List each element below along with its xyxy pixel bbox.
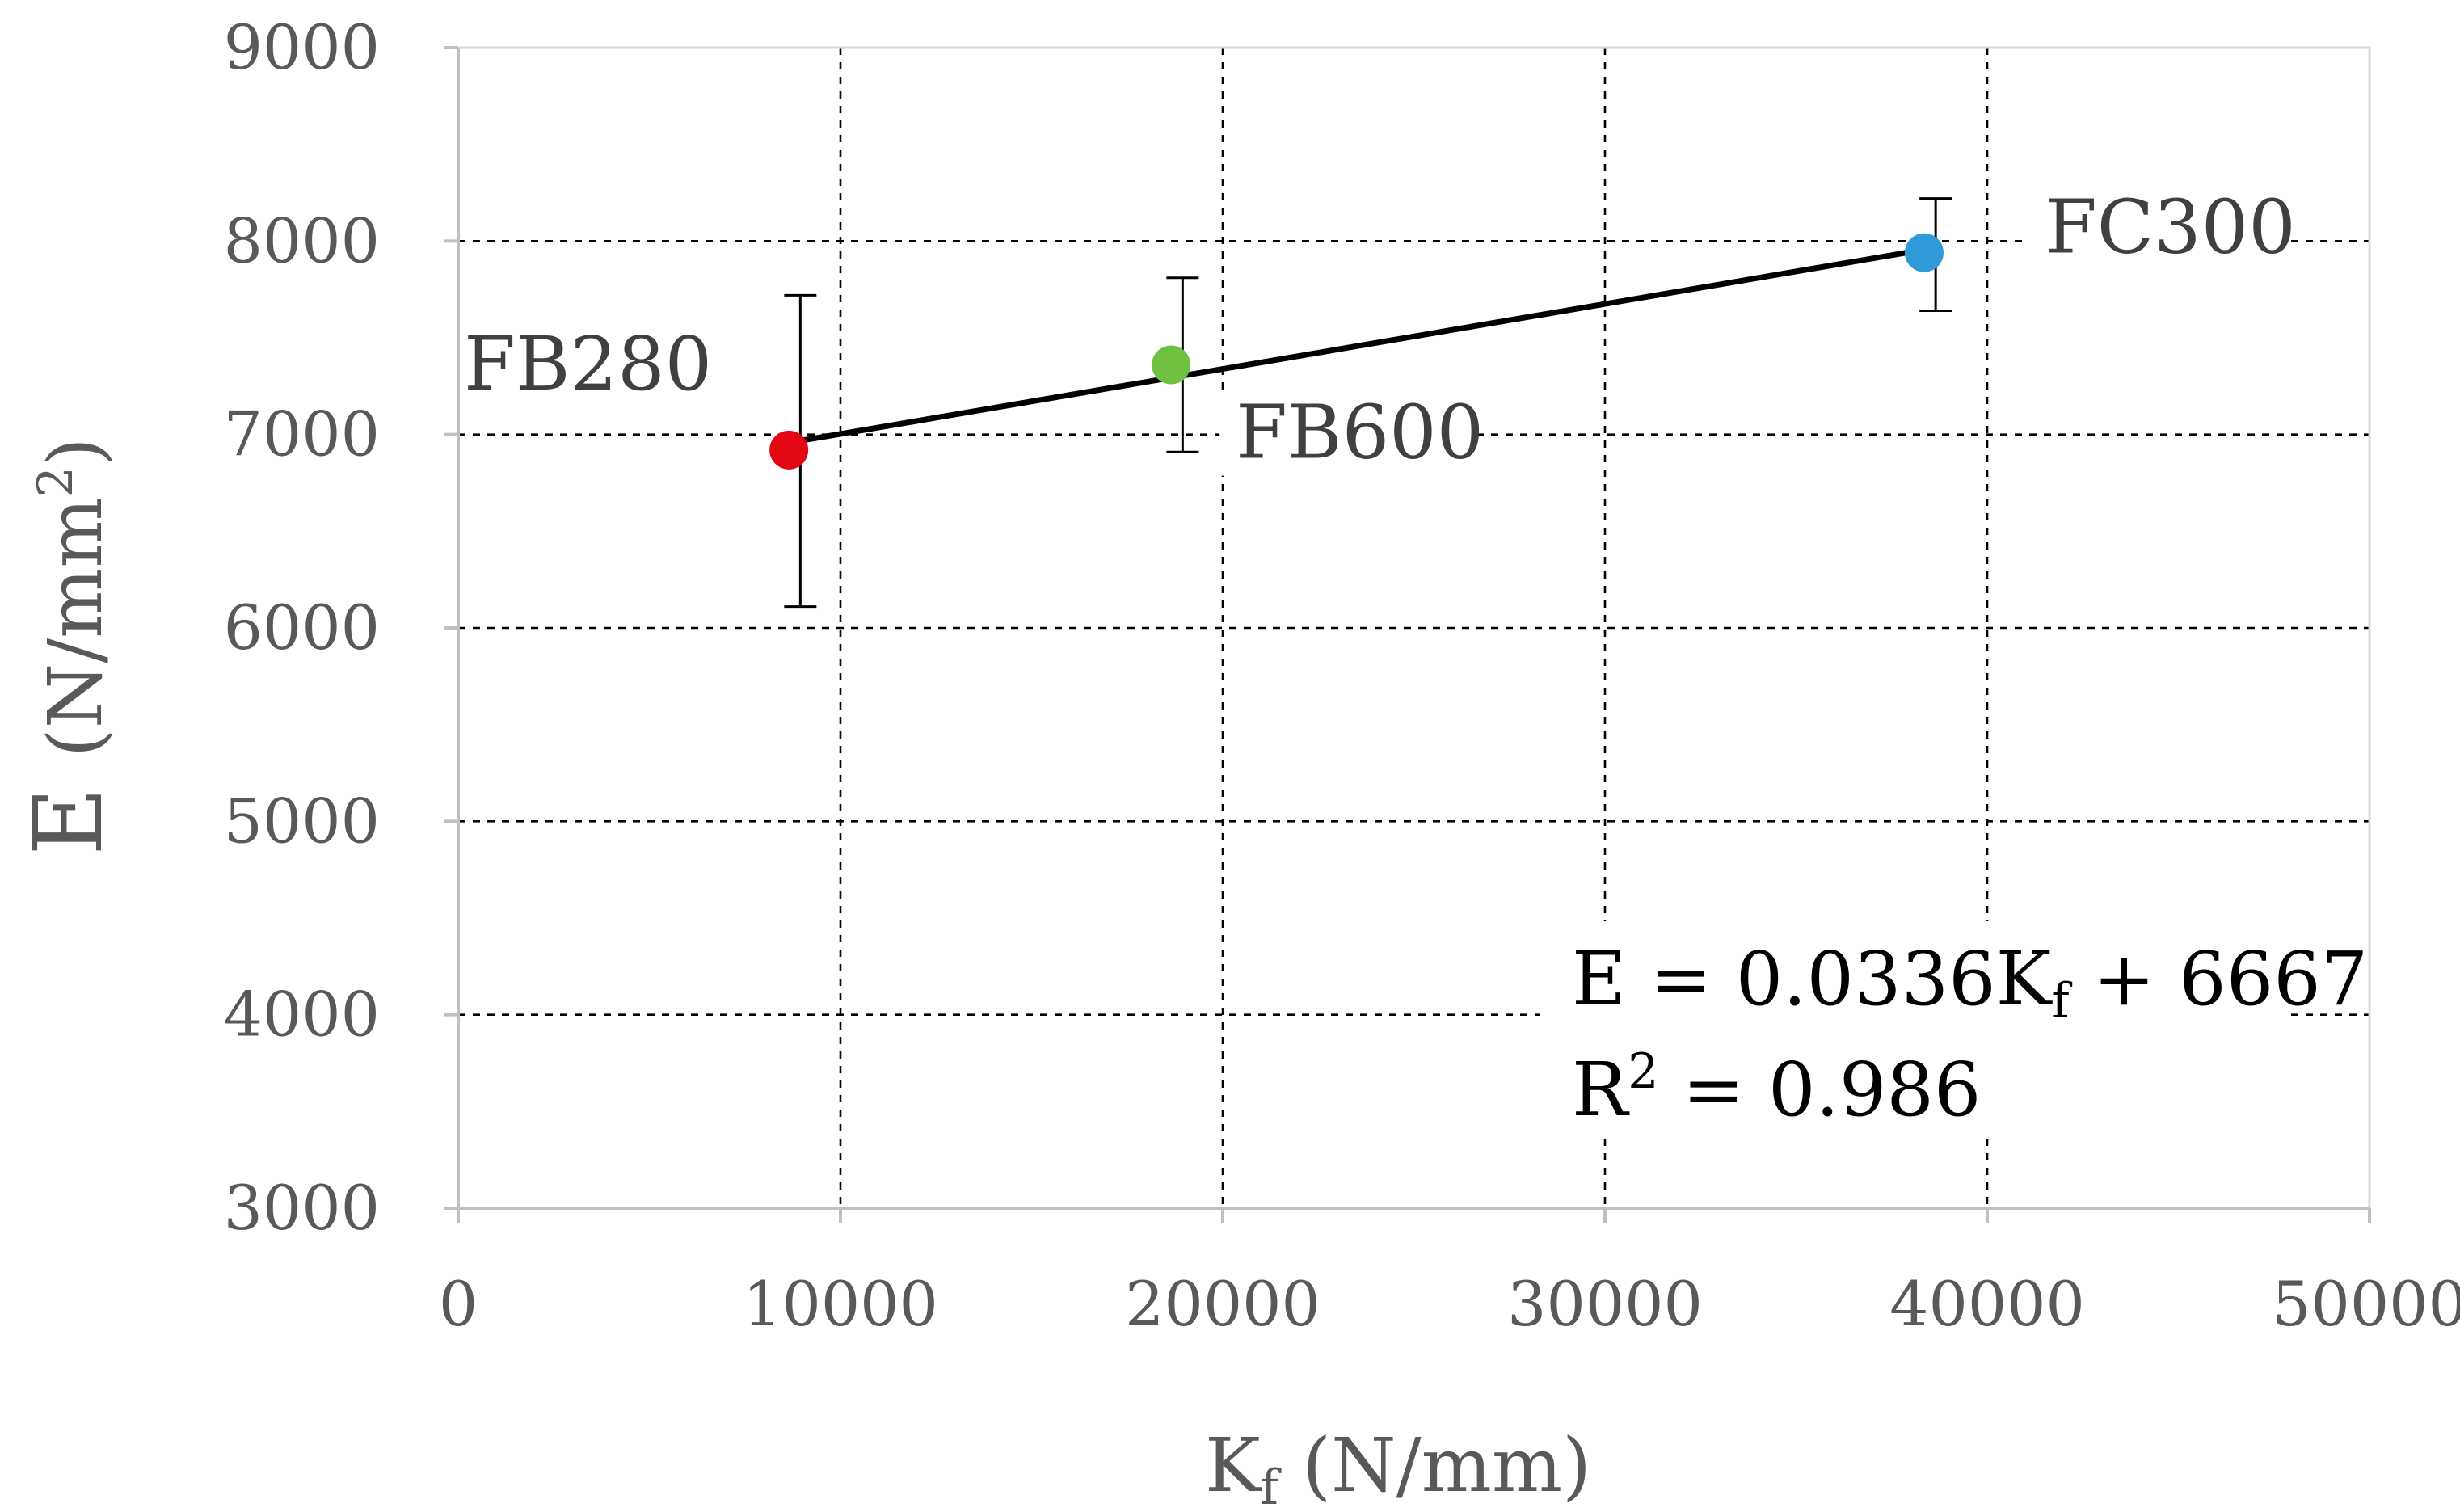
- x-tick-label: 20000: [1125, 1268, 1321, 1340]
- y-tick-label: 7000: [224, 398, 380, 470]
- y-tick-label: 3000: [224, 1172, 380, 1244]
- equation-box: E = 0.0336Kf + 6667 R2 = 0.986: [1540, 921, 2368, 1133]
- tick-labels: 3000 4000 5000 6000 7000 8000 9000 0 10000 20000 3…: [224, 11, 2460, 1340]
- point-label-bg: [461, 322, 721, 407]
- y-tick-label: 4000: [224, 979, 380, 1051]
- trend-equation: E = 0.0336Kf + 6667: [1572, 936, 2368, 1030]
- x-axis-title: Kf (N/mm): [1205, 1422, 1591, 1512]
- trendline: [788, 246, 1925, 446]
- point-label-fc300: FC300: [2045, 184, 2296, 271]
- y-tick-label: 9000: [224, 11, 380, 83]
- x-tick-label: 40000: [1889, 1268, 2085, 1340]
- x-tick-label: 30000: [1507, 1268, 1703, 1340]
- trendline-layer: [788, 246, 1925, 446]
- y-axis-title: E (N/mm2): [15, 437, 124, 856]
- x-tick-label: 50000: [2272, 1268, 2460, 1340]
- y-tick-label: 8000: [224, 204, 380, 276]
- point-label-bg: [2028, 186, 2288, 271]
- x-tick-label: 10000: [743, 1268, 938, 1340]
- r-squared: R2 = 0.986: [1572, 1043, 1981, 1133]
- y-tick-label: 5000: [224, 785, 380, 857]
- x-tick-label: 0: [439, 1268, 478, 1340]
- data-point-fb600: [1152, 345, 1191, 385]
- y-tick-label: 6000: [224, 592, 380, 663]
- point-label-fb280: FB280: [464, 321, 712, 407]
- point-labels: FB280 FB600 FC300: [461, 184, 2296, 476]
- point-label-bg: [1219, 391, 1479, 476]
- point-label-fb600: FB600: [1236, 390, 1484, 476]
- axes: [444, 46, 2371, 1223]
- data-point-fb280: [769, 430, 809, 470]
- data-points: [769, 233, 1944, 470]
- data-point-fc300: [1904, 233, 1944, 272]
